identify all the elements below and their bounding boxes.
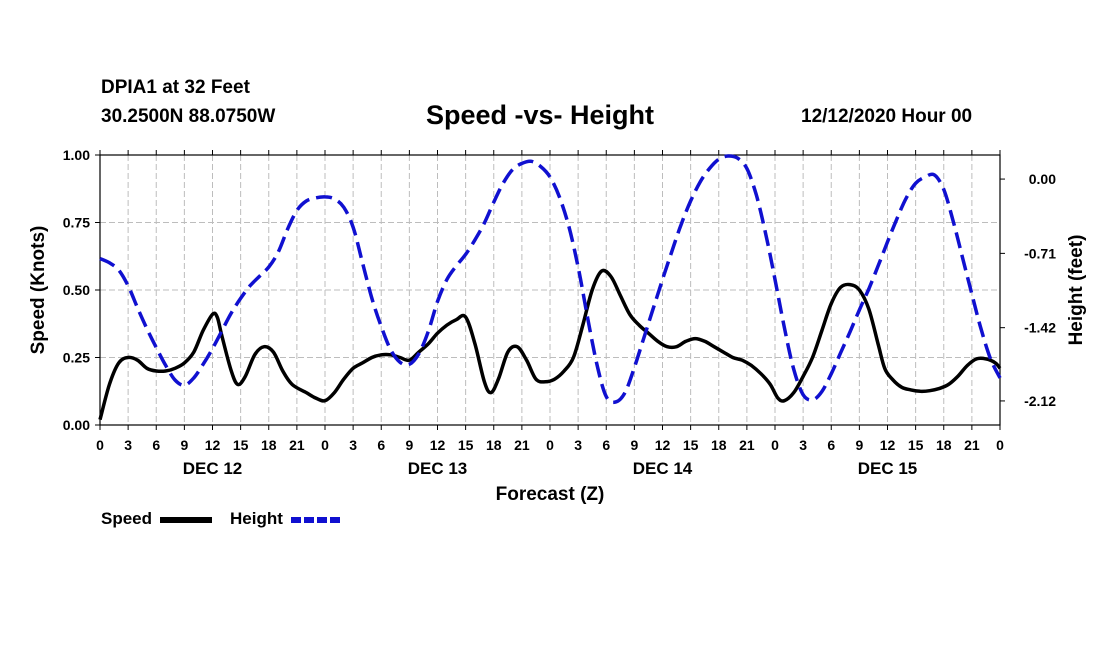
x-tick-label: 15 [458,437,474,453]
chart-grid [100,155,1000,425]
x-tick-label: 0 [996,437,1004,453]
x-tick-label: 6 [602,437,610,453]
y2-tick-label: 0.00 [1029,171,1056,187]
y-axis-title: Speed (Knots) [28,226,49,355]
day-label: DEC 15 [858,459,918,478]
x-tick-label: 3 [124,437,132,453]
x-tick-label: 18 [936,437,952,453]
y-tick-label: 1.00 [63,147,90,163]
y-tick-label: 0.25 [63,350,90,366]
station-coordinates: 30.2500N 88.0750W [101,106,276,127]
series-line-height [99,154,1002,405]
x-tick-label: 15 [233,437,249,453]
forecast-date: 12/12/2020 Hour 00 [801,106,973,127]
x-tick-label: 18 [261,437,277,453]
chart-series [98,154,1002,421]
x-tick-label: 6 [827,437,835,453]
y-tick-label: 0.75 [63,215,90,231]
y2-axis-title: Height (feet) [1066,235,1087,346]
x-tick-label: 15 [908,437,924,453]
x-tick-label: 6 [152,437,160,453]
x-tick-label: 12 [880,437,896,453]
axis-ticks [95,150,1005,430]
x-tick-label: 21 [964,437,980,453]
x-tick-label: 3 [799,437,807,453]
y2-tick-label: -1.42 [1024,320,1056,336]
x-tick-label: 0 [321,437,329,453]
x-tick-label: 0 [546,437,554,453]
x-tick-label: 9 [180,437,188,453]
axis-labels: 0 3 6 9 12 15 18 21 0 3 6 9 12 15 18 21 0 3 6 9 12 15 18 21 0 3 6 9… [28,147,1087,505]
x-tick-label: 3 [574,437,582,453]
day-label: DEC 13 [408,459,468,478]
x-tick-label: 18 [486,437,502,453]
y-tick-label: 0.50 [63,282,90,298]
legend-speed-label: Speed [101,509,153,528]
legend-height-label: Height [230,509,283,528]
x-tick-label: 0 [771,437,779,453]
x-tick-label: 12 [430,437,446,453]
x-tick-label: 9 [630,437,638,453]
day-label: DEC 12 [183,459,243,478]
y2-tick-label: -0.71 [1024,245,1056,261]
x-tick-label: 0 [96,437,104,453]
y2-tick-label: -2.12 [1024,393,1056,409]
series-line-speed [98,268,1002,421]
x-tick-label: 21 [514,437,530,453]
day-label: DEC 14 [633,459,693,478]
x-tick-label: 15 [683,437,699,453]
x-tick-label: 21 [289,437,305,453]
station-name: DPIA1 at 32 Feet [101,77,250,98]
x-tick-label: 21 [739,437,755,453]
x-axis-title: Forecast (Z) [496,484,605,505]
x-tick-label: 9 [855,437,863,453]
x-tick-label: 3 [349,437,357,453]
y-tick-label: 0.00 [63,417,90,433]
x-tick-label: 6 [377,437,385,453]
x-tick-label: 12 [205,437,221,453]
x-tick-label: 12 [655,437,671,453]
x-tick-label: 9 [405,437,413,453]
chart-title: Speed -vs- Height [426,100,655,130]
x-tick-label: 18 [711,437,727,453]
